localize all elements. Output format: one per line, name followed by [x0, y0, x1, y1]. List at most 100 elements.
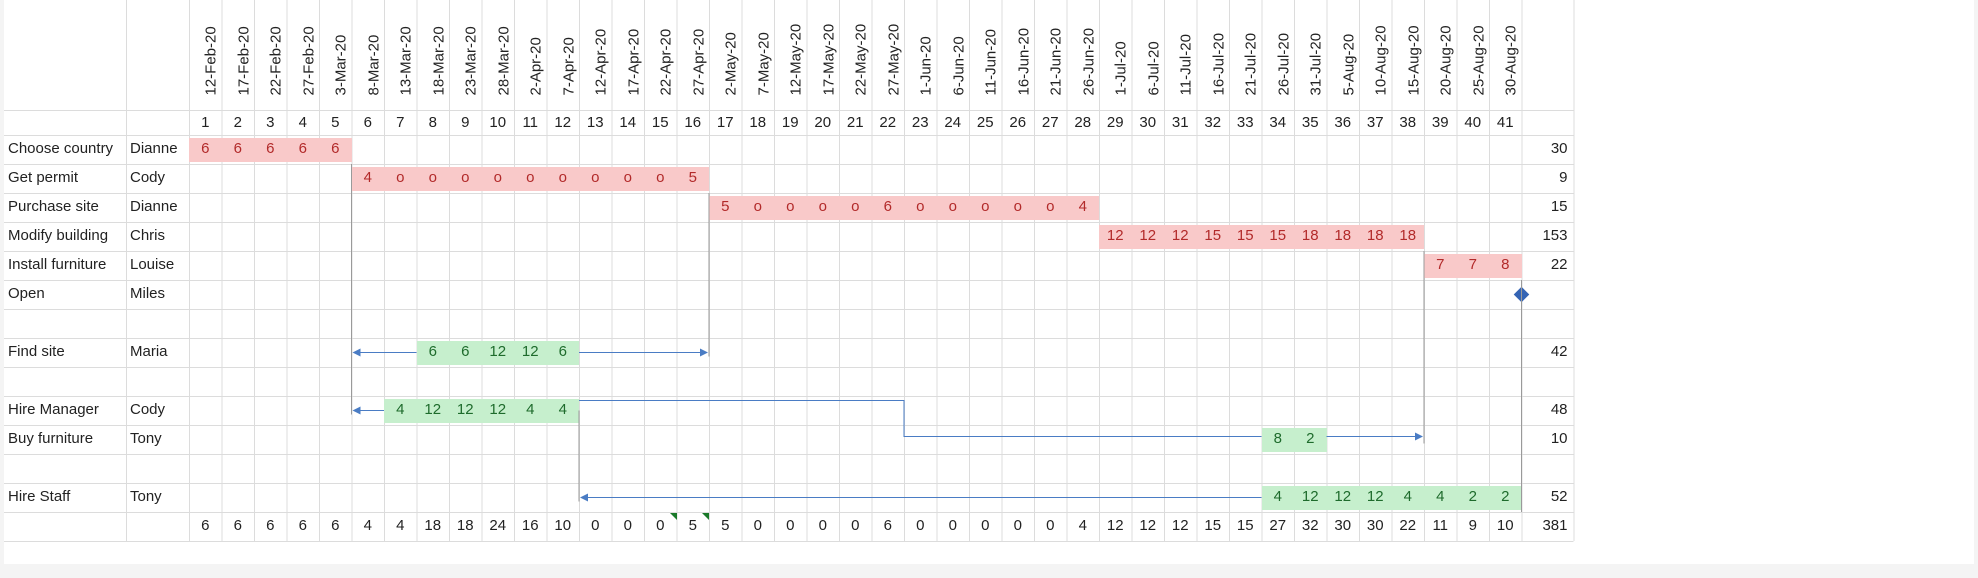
task-value[interactable]: 2 [1306, 430, 1315, 447]
date-header[interactable]: 20-Aug-20 [1424, 0, 1457, 112]
date-header[interactable]: 17-Apr-20 [612, 0, 645, 112]
task-value[interactable]: 4 [363, 169, 372, 186]
column-total[interactable]: 0 [1013, 517, 1022, 534]
date-header[interactable]: 16-Jun-20 [1002, 0, 1035, 112]
period-number[interactable]: 35 [1301, 114, 1319, 131]
date-header[interactable]: 31-Jul-20 [1294, 0, 1327, 112]
task-owner[interactable]: Cody [130, 401, 166, 418]
task-value[interactable]: o [623, 169, 632, 186]
task-bar[interactable] [384, 399, 579, 423]
period-number[interactable]: 18 [749, 114, 767, 131]
period-number[interactable]: 22 [879, 114, 897, 131]
period-number[interactable]: 20 [814, 114, 832, 131]
task-owner[interactable]: Dianne [130, 198, 178, 215]
date-header[interactable]: 22-Apr-20 [644, 0, 677, 112]
date-header[interactable]: 21-Jun-20 [1034, 0, 1067, 112]
period-number[interactable]: 2 [233, 114, 242, 131]
column-total[interactable]: 10 [1496, 517, 1514, 534]
column-total[interactable]: 9 [1468, 517, 1477, 534]
period-number[interactable]: 36 [1334, 114, 1352, 131]
date-header[interactable]: 30-Aug-20 [1489, 0, 1522, 112]
task-value[interactable]: 8 [1273, 430, 1282, 447]
task-value[interactable]: 6 [428, 343, 437, 360]
period-number[interactable]: 12 [554, 114, 572, 131]
date-header[interactable]: 11-Jul-20 [1164, 0, 1197, 112]
column-total[interactable]: 0 [818, 517, 827, 534]
period-number[interactable]: 30 [1139, 114, 1157, 131]
task-value[interactable]: o [818, 198, 827, 215]
task-value[interactable]: 12 [1106, 227, 1124, 244]
period-number[interactable]: 40 [1464, 114, 1482, 131]
task-value[interactable]: 6 [461, 343, 470, 360]
column-total[interactable]: 18 [424, 517, 442, 534]
column-total[interactable]: 0 [786, 517, 795, 534]
column-total[interactable]: 18 [456, 517, 474, 534]
task-value[interactable]: 18 [1366, 227, 1384, 244]
task-bar[interactable] [416, 341, 579, 365]
task-name[interactable]: Open [8, 285, 45, 302]
period-number[interactable]: 28 [1074, 114, 1092, 131]
task-owner[interactable]: Louise [130, 256, 175, 273]
task-value[interactable]: o [753, 198, 762, 215]
period-number[interactable]: 10 [489, 114, 507, 131]
task-bar[interactable] [709, 196, 1099, 220]
column-total[interactable]: 5 [721, 517, 730, 534]
task-value[interactable]: 12 [489, 401, 507, 418]
task-bar[interactable] [189, 138, 352, 162]
column-total[interactable]: 6 [233, 517, 242, 534]
period-number[interactable]: 29 [1106, 114, 1124, 131]
task-value[interactable]: 4 [1436, 488, 1445, 505]
task-value[interactable]: 15 [1269, 227, 1287, 244]
column-total[interactable]: 12 [1171, 517, 1189, 534]
task-bar[interactable] [1261, 486, 1522, 510]
date-header[interactable]: 5-Aug-20 [1327, 0, 1360, 112]
date-header[interactable]: 12-May-20 [774, 0, 807, 112]
task-bar[interactable] [351, 167, 709, 191]
task-owner[interactable]: Chris [130, 227, 166, 244]
period-number[interactable]: 9 [461, 114, 470, 131]
task-value[interactable]: o [558, 169, 567, 186]
task-name[interactable]: Choose country [8, 140, 114, 157]
period-number[interactable]: 23 [911, 114, 929, 131]
task-bar[interactable] [1099, 225, 1424, 249]
column-total[interactable]: 4 [396, 517, 405, 534]
column-total[interactable]: 0 [1046, 517, 1055, 534]
period-number[interactable]: 7 [396, 114, 405, 131]
task-value[interactable]: 12 [424, 401, 442, 418]
task-bar[interactable] [1424, 254, 1522, 278]
period-number[interactable]: 25 [976, 114, 994, 131]
period-number[interactable]: 41 [1496, 114, 1514, 131]
date-header[interactable]: 28-Mar-20 [482, 0, 515, 112]
period-number[interactable]: 11 [522, 114, 539, 131]
gantt-grid[interactable]: 12-Feb-20 17-Feb-20 22-Feb-20 27-Feb-20 3-Ma… [4, 0, 1974, 564]
task-value[interactable]: 4 [1403, 488, 1412, 505]
date-header[interactable]: 6-Jul-20 [1132, 0, 1165, 112]
task-name[interactable]: Install furniture [8, 256, 107, 273]
date-header[interactable]: 1-Jun-20 [904, 0, 937, 112]
date-header[interactable]: 7-May-20 [742, 0, 775, 112]
task-name[interactable] [4, 309, 126, 338]
period-number[interactable]: 1 [201, 114, 210, 131]
date-header[interactable]: 25-Aug-20 [1457, 0, 1490, 112]
date-header[interactable]: 3-Mar-20 [319, 0, 352, 112]
column-total[interactable]: 6 [201, 517, 210, 534]
task-owner[interactable]: Cody [130, 169, 166, 186]
date-header[interactable]: 6-Jun-20 [937, 0, 970, 112]
period-number[interactable]: 34 [1269, 114, 1287, 131]
task-total[interactable]: 52 [1550, 488, 1568, 505]
task-value[interactable]: 5 [688, 169, 697, 186]
column-total[interactable]: 0 [656, 517, 665, 534]
task-value[interactable]: 12 [489, 343, 507, 360]
period-number[interactable]: 14 [619, 114, 637, 131]
task-owner[interactable]: Tony [130, 488, 162, 505]
column-total[interactable]: 15 [1236, 517, 1254, 534]
grand-total[interactable]: 381 [1542, 517, 1568, 534]
task-value[interactable]: o [786, 198, 795, 215]
task-total[interactable]: 10 [1550, 430, 1568, 447]
task-value[interactable]: 7 [1468, 256, 1477, 273]
task-value[interactable]: 4 [526, 401, 535, 418]
date-header[interactable]: 17-Feb-20 [222, 0, 255, 112]
column-total[interactable]: 6 [266, 517, 275, 534]
task-value[interactable]: 15 [1236, 227, 1254, 244]
date-header[interactable]: 11-Jun-20 [969, 0, 1002, 112]
